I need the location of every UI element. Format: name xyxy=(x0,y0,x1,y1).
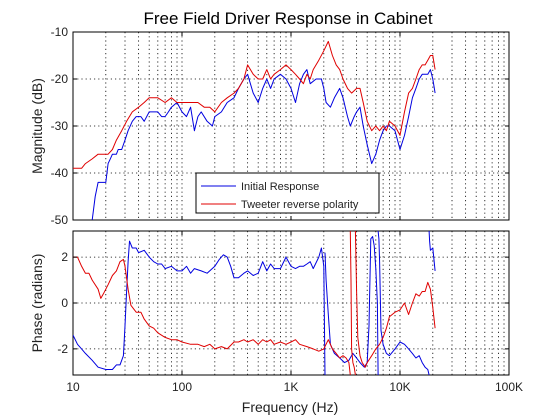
x-tick-label: 100 xyxy=(172,380,192,394)
magnitude-y-tick-label: -50 xyxy=(51,213,69,227)
x-tick-label: 1K xyxy=(284,380,299,394)
magnitude-y-tick-label: -20 xyxy=(51,72,69,86)
chart-title: Free Field Driver Response in Cabinet xyxy=(143,9,432,28)
magnitude-y-tick-label: -10 xyxy=(51,25,69,39)
magnitude-y-tick-label: -30 xyxy=(51,119,69,133)
phase-series-tweeter-6 xyxy=(354,231,436,368)
phase-panel: -2 0 2 10 100 1K 10K 100K Phase (radians) xyxy=(29,230,523,394)
phase-series-initial-0 xyxy=(73,240,326,375)
phase-y-tick-label: -2 xyxy=(57,342,68,356)
x-tick-label: 10K xyxy=(389,380,410,394)
phase-series-tweeter-4 xyxy=(73,256,351,375)
phase-series-initial-2 xyxy=(377,231,430,375)
phase-y-tick-label: 2 xyxy=(61,250,68,264)
x-tick-label: 10 xyxy=(66,380,80,394)
magnitude-y-tick-label: -40 xyxy=(51,166,69,180)
magnitude-series-tweeter-1 xyxy=(73,40,436,169)
phase-series-tweeter-5 xyxy=(349,231,356,375)
phase-y-axis-label: Phase (radians) xyxy=(29,254,45,353)
magnitude-series-initial-0 xyxy=(91,69,436,220)
x-axis-label: Frequency (Hz) xyxy=(242,399,338,415)
legend-entry-initial: Initial Response xyxy=(241,181,319,193)
phase-y-tick-label: 0 xyxy=(61,296,68,310)
x-tick-label: 100K xyxy=(495,380,523,394)
legend: Initial Response Tweeter reverse polarit… xyxy=(195,172,380,214)
phase-series-initial-3 xyxy=(428,231,436,271)
magnitude-y-axis-label: Magnitude (dB) xyxy=(29,78,45,174)
legend-entry-tweeter: Tweeter reverse polarity xyxy=(241,199,359,211)
legend-box xyxy=(195,172,380,214)
